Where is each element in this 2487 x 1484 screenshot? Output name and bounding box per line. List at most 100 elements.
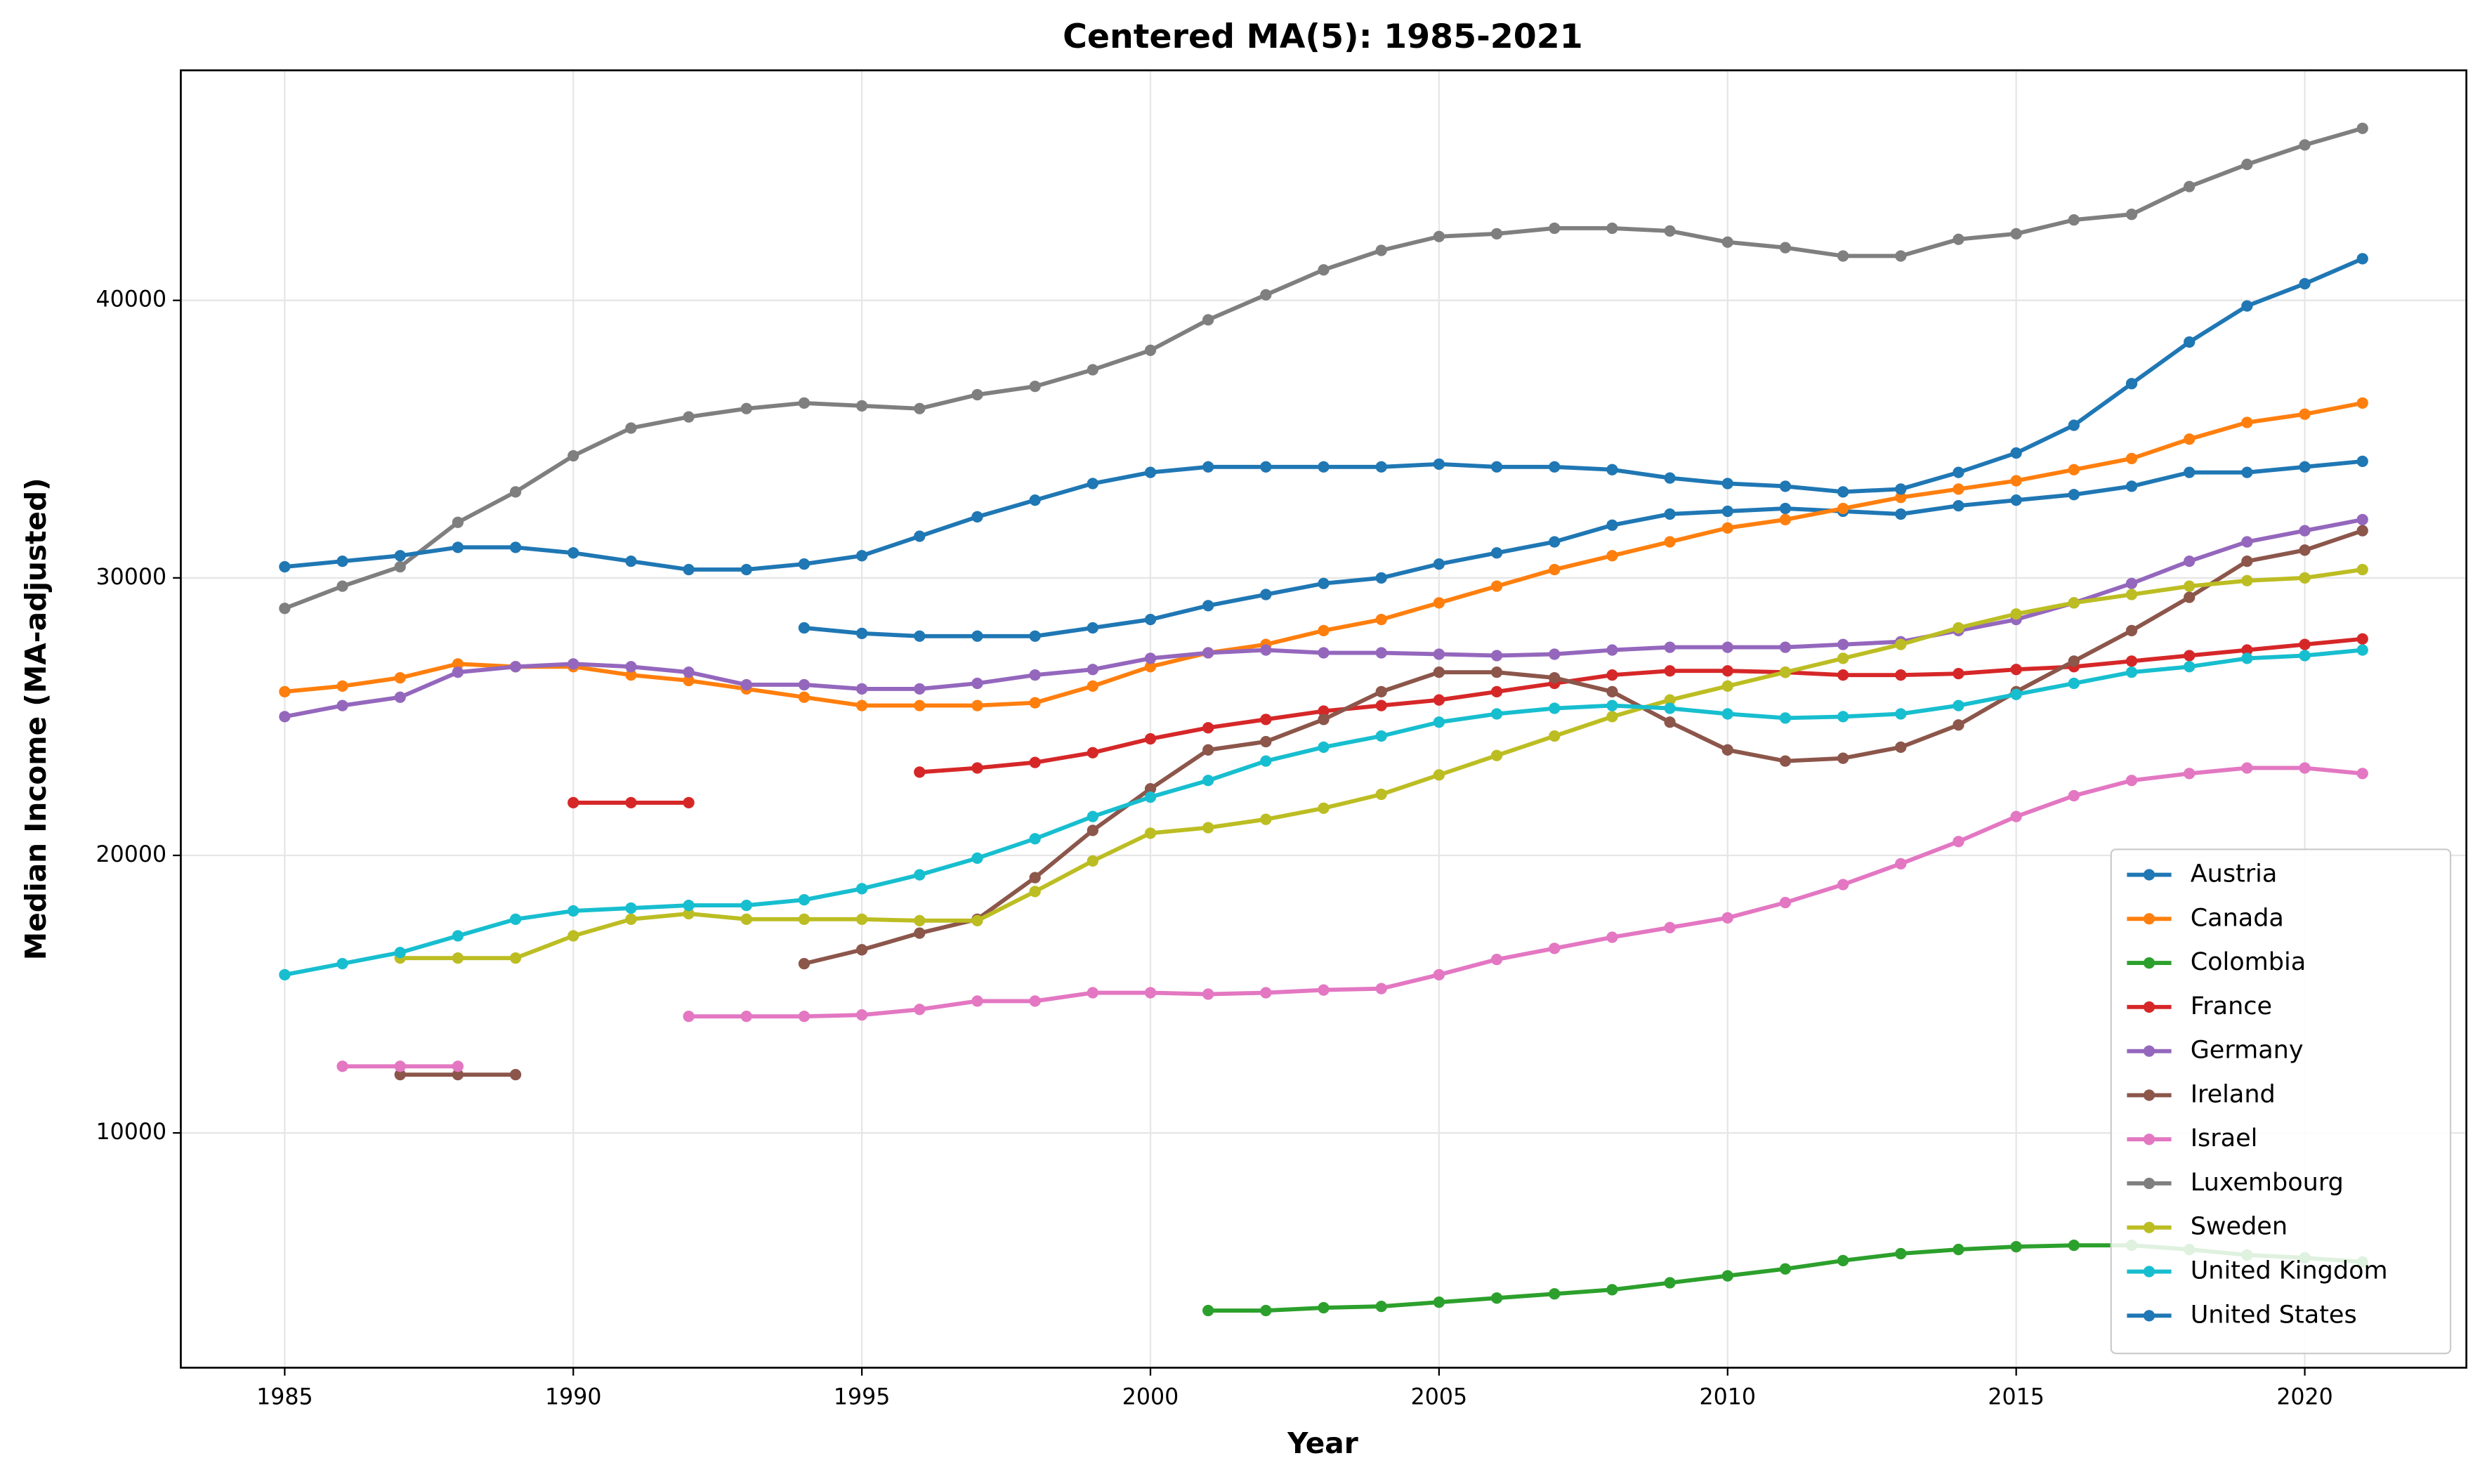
data-point (1895, 250, 1907, 262)
data-point (740, 1011, 752, 1023)
data-point (452, 516, 464, 528)
data-point (1721, 680, 1733, 692)
data-point (1202, 461, 1214, 473)
data-point (1375, 572, 1387, 584)
data-point (856, 627, 868, 639)
data-point (2356, 644, 2368, 656)
data-point (1260, 461, 1272, 473)
data-point (1087, 478, 1098, 490)
data-point (2241, 652, 2253, 664)
data-point (1837, 752, 1849, 764)
data-point (1318, 461, 1330, 473)
data-point (1202, 600, 1214, 612)
chart-title: Centered MA(5): 1985-2021 (1063, 18, 1583, 56)
data-point (856, 550, 868, 562)
data-point (1490, 708, 1503, 720)
data-point (567, 658, 579, 670)
data-point (971, 852, 983, 865)
data-point (1375, 244, 1387, 256)
data-point (2184, 650, 2196, 662)
data-point (1606, 464, 1618, 475)
data-point (1433, 458, 1445, 470)
data-point (1606, 1284, 1618, 1296)
data-point (2068, 1240, 2080, 1252)
data-point (2299, 461, 2311, 473)
data-point (1721, 708, 1733, 720)
legend-marker (2143, 1266, 2155, 1278)
legend-label: United States (2191, 1301, 2357, 1329)
data-point (1029, 630, 1041, 642)
data-point (1895, 508, 1907, 520)
data-point (1144, 733, 1157, 745)
data-point (567, 796, 579, 809)
data-point (856, 400, 868, 412)
data-point (914, 1004, 926, 1016)
data-point (625, 422, 637, 434)
data-point (1721, 236, 1733, 248)
data-point (1029, 381, 1041, 393)
data-point (2299, 277, 2311, 290)
data-point (2241, 555, 2253, 567)
data-point (740, 899, 752, 912)
x-axis-label: Year (1287, 1426, 1358, 1460)
data-point (1664, 225, 1676, 237)
data-point (2068, 419, 2080, 431)
data-point (2241, 644, 2253, 656)
data-point (1953, 719, 1964, 731)
data-point (452, 658, 464, 670)
data-point (1606, 685, 1618, 697)
x-tick-label: 1990 (545, 1384, 601, 1410)
data-point (683, 667, 695, 678)
data-point (1721, 744, 1733, 756)
data-point (2184, 768, 2196, 780)
data-point (279, 685, 291, 697)
data-point (394, 560, 406, 573)
data-point (1144, 827, 1157, 839)
data-point (336, 700, 348, 711)
legend-marker (2143, 1310, 2155, 1322)
data-point (856, 883, 868, 895)
data-point (1029, 697, 1041, 709)
data-point (452, 952, 464, 964)
x-tick-label: 2020 (2276, 1384, 2332, 1410)
data-point (856, 683, 868, 695)
data-point (625, 902, 637, 914)
data-point (1606, 550, 1618, 562)
data-point (798, 894, 811, 906)
data-point (1721, 505, 1733, 518)
data-point (1779, 712, 1792, 724)
data-point (1606, 644, 1618, 656)
data-point (1664, 472, 1676, 484)
plot-frame (180, 69, 2467, 1369)
legend-label: Canada (2191, 904, 2284, 932)
data-point (2356, 768, 2368, 780)
data-point (1318, 741, 1330, 753)
data-point (1837, 879, 1849, 891)
data-point (2356, 633, 2368, 645)
data-point (1549, 943, 1561, 954)
data-point (2241, 536, 2253, 548)
data-point (1895, 669, 1907, 681)
data-point (1375, 983, 1387, 994)
data-point (1953, 499, 1964, 512)
data-point (2241, 762, 2253, 774)
data-point (567, 930, 579, 942)
data-point (1029, 669, 1041, 681)
x-tick-label: 1995 (834, 1384, 890, 1410)
data-point (1318, 1301, 1330, 1314)
data-point (1953, 622, 1964, 634)
data-point (336, 957, 348, 970)
data-point (683, 563, 695, 576)
data-point (1433, 230, 1445, 242)
data-point (394, 1061, 406, 1072)
data-point (1029, 494, 1041, 506)
data-point (914, 700, 926, 711)
data-point (683, 411, 695, 423)
legend-marker (2143, 957, 2155, 969)
data-point (683, 1011, 695, 1023)
data-point (2299, 525, 2311, 537)
data-point (1375, 613, 1387, 626)
data-point (1375, 730, 1387, 742)
data-point (1375, 788, 1387, 801)
data-point (1087, 680, 1098, 692)
